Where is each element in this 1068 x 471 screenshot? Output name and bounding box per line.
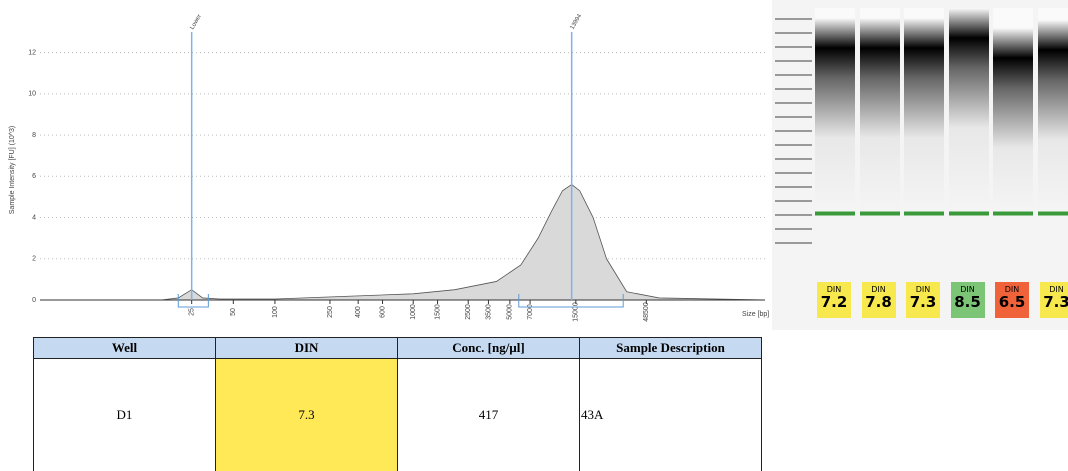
y-tick-label: 12 (28, 49, 36, 56)
badge-text: 7.3 (906, 294, 940, 310)
chart: Sample Intensity [FU] (10^3) Size [bp] 0… (0, 0, 770, 335)
x-tick-label: 1000 (410, 304, 417, 320)
x-tick-label: 100 (272, 306, 279, 318)
header-cell: DIN (216, 338, 398, 359)
x-tick-label: 3500 (485, 304, 492, 320)
gel-lane (904, 8, 944, 253)
gel-lane (815, 8, 855, 253)
x-tick-label: 7000 (527, 304, 534, 320)
x-tick-label: 250 (327, 306, 334, 318)
marker-label: Lower (190, 14, 203, 31)
gel-lane (1038, 8, 1068, 253)
cell: 7.3 (216, 359, 398, 471)
y-tick-label: 2 (32, 256, 36, 263)
y-axis-label: Sample Intensity [FU] (10^3) (9, 126, 16, 214)
table: Well DIN Conc. [ng/µl] Sample Descriptio… (33, 337, 762, 471)
badge-text: 7.2 (817, 294, 851, 310)
x-axis-label: Size [bp] (742, 311, 769, 318)
y-tick-label: 6 (32, 173, 36, 180)
gel-lane (949, 8, 989, 253)
header-cell: Sample Description (580, 338, 762, 359)
gel-lane (860, 8, 900, 253)
badge-text: 7.3 (1040, 294, 1068, 310)
x-tick-label: 50 (230, 308, 237, 316)
badge-text: 7.8 (862, 294, 896, 310)
x-tick-label: 25 (189, 308, 196, 316)
x-tick-label: 15000 (573, 302, 580, 322)
y-tick-label: 0 (32, 297, 36, 304)
trace-area (40, 185, 765, 300)
badge-text: 8.5 (951, 294, 985, 310)
x-tick-label: 600 (379, 306, 386, 318)
y-tick-label: 10 (28, 91, 36, 98)
x-tick-label: 1500 (434, 304, 441, 320)
trace-line (40, 185, 765, 300)
cell: 43A (580, 359, 762, 471)
x-tick-label: 5000 (507, 304, 514, 320)
cell: D1 (34, 359, 216, 471)
x-tick-label: 2500 (465, 304, 472, 320)
ladder-lane (775, 8, 812, 253)
cell: 417 (398, 359, 580, 471)
header-cell: Well (34, 338, 216, 359)
header-cell: Conc. [ng/µl] (398, 338, 580, 359)
x-tick-label: 48500 (643, 302, 650, 322)
gel-lane (993, 8, 1033, 253)
y-tick-label: 4 (32, 214, 36, 221)
page: Sample Intensity [FU] (10^3) Size [bp] 0… (0, 0, 1068, 466)
y-tick-label: 8 (32, 132, 36, 139)
marker-label: 13994 (570, 13, 584, 31)
badge-text: 6.5 (995, 294, 1029, 310)
x-tick-label: 400 (355, 306, 362, 318)
